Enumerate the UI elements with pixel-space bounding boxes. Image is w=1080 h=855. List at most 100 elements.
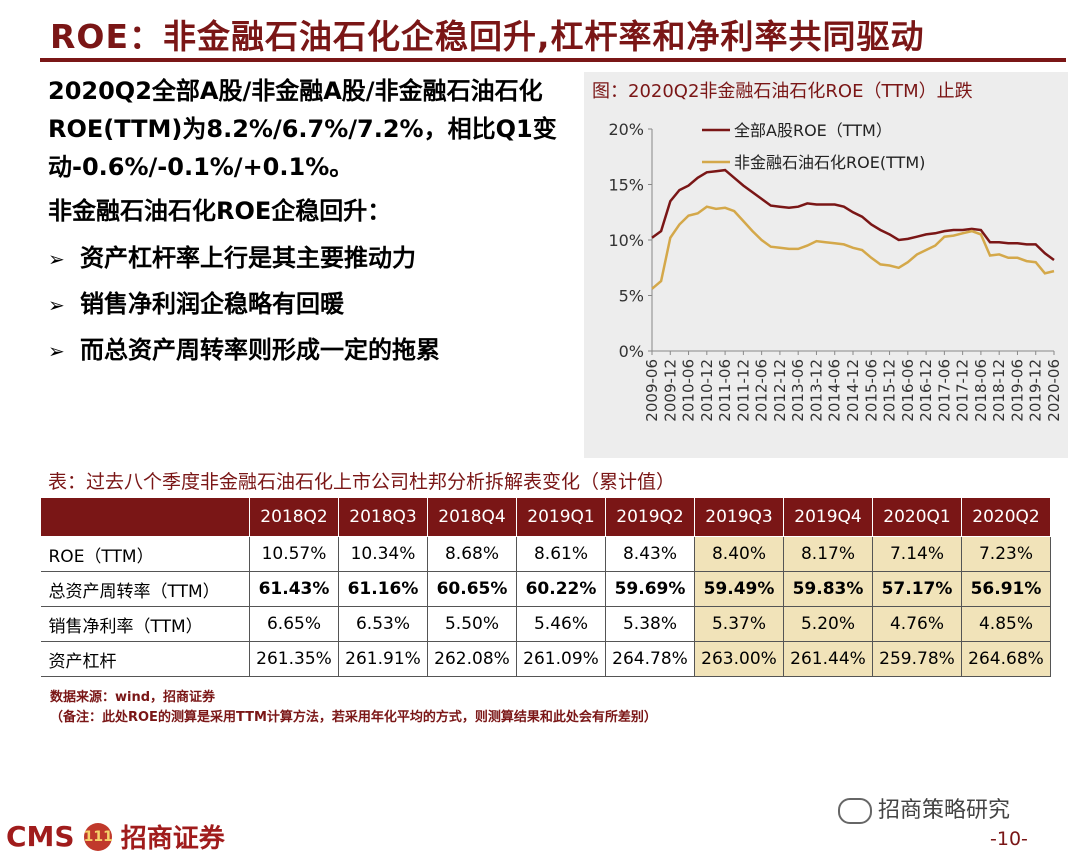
summary-paragraph: 2020Q2全部A股/非金融A股/非金融石油石化ROE(TTM)为8.2%/6.… <box>48 77 557 181</box>
company-logo: CMS 111 招商证券 <box>6 818 225 854</box>
row-label: 总资产周转率（TTM） <box>40 571 250 607</box>
bullet-arrow-icon: ➢ <box>48 247 65 271</box>
row-label: 销售净利率（TTM） <box>40 606 250 642</box>
table-row: 销售净利率（TTM） 6.65% 6.53% 5.50% 5.46% 5.38% 5.37%… <box>40 606 1051 642</box>
bullet-arrow-icon: ➢ <box>48 339 65 363</box>
table-cell: 7.23% <box>961 536 1051 572</box>
bullet-item: ➢ 而总资产周转率则形成一定的拖累 <box>48 328 568 374</box>
column-header: 2018Q2 <box>249 497 339 537</box>
table-cell: 61.43% <box>249 571 339 607</box>
table-cell: 8.68% <box>427 536 517 572</box>
table-cell: 8.43% <box>605 536 695 572</box>
table-cell: 259.78% <box>872 641 962 677</box>
x-tick-label: 2018-06 <box>972 359 990 422</box>
table-row: ROE（TTM） 10.57% 10.34% 8.68% 8.61% 8.43% 8.40%… <box>40 536 1051 572</box>
y-tick-label: 20% <box>608 120 644 139</box>
table-cell: 262.08% <box>427 641 517 677</box>
x-tick-label: 2015-06 <box>862 359 880 422</box>
wechat-watermark: 招商策略研究 <box>838 792 1010 824</box>
table-cell: 261.44% <box>783 641 873 677</box>
table-cell: 8.40% <box>694 536 784 572</box>
column-header: 2019Q2 <box>605 497 695 537</box>
table-cell: 6.53% <box>338 606 428 642</box>
summary-text: 2020Q2全部A股/非金融A股/非金融石油石化ROE(TTM)为8.2%/6.… <box>48 72 568 374</box>
x-tick-label: 2018-12 <box>990 359 1008 422</box>
table-cell: 5.50% <box>427 606 517 642</box>
x-tick-label: 2017-12 <box>954 359 972 422</box>
table-cell: 261.91% <box>338 641 428 677</box>
legend-label: 全部A股ROE（TTM） <box>734 121 892 140</box>
watermark-text: 招商策略研究 <box>878 798 1011 823</box>
x-tick-label: 2012-06 <box>753 359 771 422</box>
x-tick-label: 2017-06 <box>935 359 953 422</box>
table-cell: 5.46% <box>516 606 606 642</box>
x-tick-label: 2010-12 <box>698 359 716 422</box>
legend-label: 非金融石油石化ROE(TTM) <box>734 153 925 172</box>
x-tick-label: 2013-12 <box>807 359 825 422</box>
x-tick-label: 2013-06 <box>789 359 807 422</box>
page-number: -10- <box>990 828 1028 850</box>
wechat-icon <box>838 798 872 824</box>
x-tick-label: 2009-12 <box>661 359 679 422</box>
page-title: ROE：非金融石油石化企稳回升,杠杆率和净利率共同驱动 <box>50 17 925 56</box>
row-label: 资产杠杆 <box>40 641 250 677</box>
roe-chart-panel: 图：2020Q2非金融石油石化ROE（TTM）止跌 0% 5% 10% 15% 20% 2… <box>584 72 1068 458</box>
y-tick-label: 10% <box>608 231 644 250</box>
series-line-2 <box>651 205 1055 290</box>
table-cell: 4.85% <box>961 606 1051 642</box>
x-tick-label: 2009-06 <box>643 359 661 422</box>
x-tick-label: 2014-12 <box>844 359 862 422</box>
table-cell: 10.57% <box>249 536 339 572</box>
bullet-text: 资产杠杆率上行是其主要推动力 <box>80 244 416 272</box>
bullet-text: 销售净利润企稳略有回暖 <box>80 290 344 318</box>
table-title: 表：过去八个季度非金融石油石化上市公司杜邦分析拆解表变化（累计值） <box>48 471 676 493</box>
table-cell: 56.91% <box>961 571 1051 607</box>
dupont-table: 2018Q2 2018Q3 2018Q4 2019Q1 2019Q2 2019Q3 2019… <box>40 497 1051 677</box>
table-cell: 8.61% <box>516 536 606 572</box>
x-tick-label: 2019-06 <box>1008 359 1026 422</box>
column-header: 2019Q4 <box>783 497 873 537</box>
column-header: 2019Q3 <box>694 497 784 537</box>
table-cell: 5.38% <box>605 606 695 642</box>
table-cell: 57.17% <box>872 571 962 607</box>
table-cell: 261.35% <box>249 641 339 677</box>
table-cell: 5.37% <box>694 606 784 642</box>
table-corner-cell <box>40 497 250 537</box>
x-tick-label: 2016-12 <box>917 359 935 422</box>
bullet-list: ➢ 资产杠杆率上行是其主要推动力 ➢ 销售净利润企稳略有回暖 ➢ 而总资产周转率则形成一定… <box>48 236 568 374</box>
table-cell: 60.22% <box>516 571 606 607</box>
y-tick-label: 5% <box>619 287 644 306</box>
column-header: 2020Q2 <box>961 497 1051 537</box>
bullet-item: ➢ 资产杠杆率上行是其主要推动力 <box>48 236 568 282</box>
logo-cms-text: CMS <box>6 820 75 853</box>
bullet-text: 而总资产周转率则形成一定的拖累 <box>80 336 440 364</box>
table-cell: 5.20% <box>783 606 873 642</box>
table-cell: 61.16% <box>338 571 428 607</box>
remark-note: （备注：此处ROE的测算是采用TTM计算方法，若采用年化平均的方式，则测算结果和… <box>50 710 657 725</box>
series-line-1 <box>651 168 1055 262</box>
x-tick-label: 2012-12 <box>771 359 789 422</box>
x-tick-label: 2016-06 <box>899 359 917 422</box>
table-cell: 7.14% <box>872 536 962 572</box>
x-tick-label: 2015-12 <box>881 359 899 422</box>
table-cell: 6.65% <box>249 606 339 642</box>
table-header-row: 2018Q2 2018Q3 2018Q4 2019Q1 2019Q2 2019Q3 2019… <box>40 497 1051 537</box>
y-tick-label: 15% <box>608 176 644 195</box>
x-tick-label: 2020-06 <box>1045 359 1063 422</box>
x-tick-label: 2010-06 <box>680 359 698 422</box>
x-tick-label: 2011-06 <box>716 359 734 422</box>
x-tick-label: 2014-06 <box>826 359 844 422</box>
table-cell: 264.78% <box>605 641 695 677</box>
column-header: 2020Q1 <box>872 497 962 537</box>
table-cell: 261.09% <box>516 641 606 677</box>
column-header: 2018Q3 <box>338 497 428 537</box>
x-tick-label: 2019-12 <box>1027 359 1045 422</box>
table-row: 总资产周转率（TTM） 61.43% 61.16% 60.65% 60.22% 59.69… <box>40 571 1051 607</box>
y-tick-label: 0% <box>619 342 644 361</box>
column-header: 2018Q4 <box>427 497 517 537</box>
table-cell: 4.76% <box>872 606 962 642</box>
logo-cn-text: 招商证券 <box>120 824 225 854</box>
row-label: ROE（TTM） <box>40 536 250 572</box>
table-cell: 10.34% <box>338 536 428 572</box>
table-cell: 59.83% <box>783 571 873 607</box>
